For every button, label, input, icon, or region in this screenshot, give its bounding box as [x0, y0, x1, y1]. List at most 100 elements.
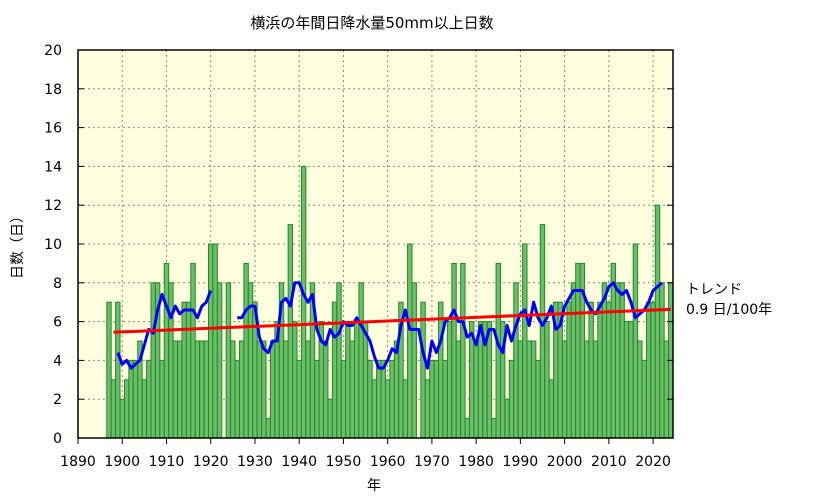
- bar: [287, 224, 294, 439]
- bar: [323, 340, 329, 439]
- bar: [265, 418, 271, 439]
- bar: [181, 301, 187, 439]
- bar: [451, 262, 457, 439]
- bar: [283, 340, 289, 439]
- bar: [628, 321, 634, 439]
- bar: [261, 340, 267, 439]
- bar: [194, 340, 201, 439]
- y-tick-label: 6: [53, 315, 62, 331]
- bar: [411, 282, 417, 439]
- x-tick-label: 2020: [635, 454, 671, 470]
- bar: [460, 262, 466, 439]
- bar: [119, 398, 125, 439]
- plot-frame: [77, 49, 674, 439]
- bar: [168, 282, 174, 439]
- bar: [327, 398, 333, 439]
- bar: [513, 282, 519, 439]
- bar: [115, 301, 121, 439]
- bar: [495, 262, 501, 439]
- x-tick-label: 1950: [326, 454, 362, 470]
- bar: [146, 359, 152, 439]
- y-tick-label: 20: [44, 43, 62, 59]
- x-tick-label: 1890: [60, 454, 96, 470]
- bar: [420, 301, 426, 439]
- bar: [641, 359, 647, 439]
- bar: [650, 301, 656, 439]
- chart-title: 横浜の年間日降水量50mm以上日数: [250, 14, 493, 32]
- bar: [539, 224, 546, 439]
- bar: [362, 321, 369, 439]
- bar: [446, 321, 453, 439]
- axes: 1890 1900 1910 1920 1930 1940 1950 1960 1970 1980…: [44, 43, 674, 470]
- bar: [212, 243, 218, 439]
- bar: [535, 359, 541, 439]
- bar: [208, 243, 214, 439]
- bar: [230, 340, 236, 439]
- bar: [172, 340, 179, 439]
- x-tick-label: 1980: [458, 454, 494, 470]
- bar: [548, 379, 555, 439]
- bar: [376, 359, 382, 439]
- bar: [128, 359, 134, 439]
- bar: [663, 340, 670, 439]
- bar: [522, 243, 528, 439]
- bar: [367, 359, 373, 439]
- bar: [393, 340, 400, 439]
- bar: [225, 282, 232, 439]
- bar: [123, 379, 130, 439]
- trend-label: トレンド: [686, 282, 742, 298]
- y-tick-label: 12: [44, 198, 62, 214]
- bar: [508, 359, 515, 439]
- bar: [619, 282, 625, 439]
- bar: [654, 204, 661, 439]
- bar: [473, 340, 479, 439]
- bar: [256, 340, 263, 439]
- moving-average-line: [116, 290, 213, 370]
- x-tick-label: 1940: [281, 454, 317, 470]
- bar: [150, 282, 156, 439]
- bar: [380, 359, 386, 439]
- bar: [504, 398, 510, 439]
- bar: [588, 301, 594, 439]
- bar: [305, 340, 311, 439]
- bar: [623, 321, 630, 439]
- bar: [234, 359, 240, 439]
- bar: [610, 262, 616, 439]
- y-tick-label: 8: [53, 276, 62, 292]
- bar: [659, 282, 665, 439]
- bar: [371, 379, 378, 439]
- bar: [110, 379, 117, 439]
- bar: [606, 301, 612, 439]
- y-tick-label: 14: [44, 159, 62, 175]
- bar: [637, 340, 643, 439]
- y-tick-label: 0: [53, 431, 62, 447]
- bar: [526, 340, 532, 439]
- bar: [561, 340, 568, 439]
- bar: [159, 359, 165, 439]
- bar: [645, 301, 652, 439]
- bar: [141, 379, 148, 439]
- bar: [530, 340, 537, 439]
- bar: [292, 321, 298, 439]
- bar: [477, 321, 484, 439]
- bar: [345, 321, 351, 439]
- bar: [433, 359, 440, 439]
- lines: [113, 281, 671, 370]
- y-tick-label: 2: [53, 392, 62, 408]
- bar: [132, 359, 139, 439]
- bar: [544, 321, 550, 439]
- x-tick-label: 1930: [237, 454, 273, 470]
- y-tick-label: 4: [53, 353, 62, 369]
- trend-line: [113, 307, 671, 334]
- bar: [358, 282, 364, 439]
- bar: [592, 340, 599, 439]
- bar: [243, 262, 249, 439]
- bar: [632, 243, 639, 439]
- y-axis-label: 日数（日）: [10, 209, 26, 279]
- bar: [455, 340, 462, 439]
- bar: [464, 418, 471, 439]
- bar: [203, 340, 210, 439]
- x-tick-label: 1910: [149, 454, 185, 470]
- bar: [438, 301, 444, 439]
